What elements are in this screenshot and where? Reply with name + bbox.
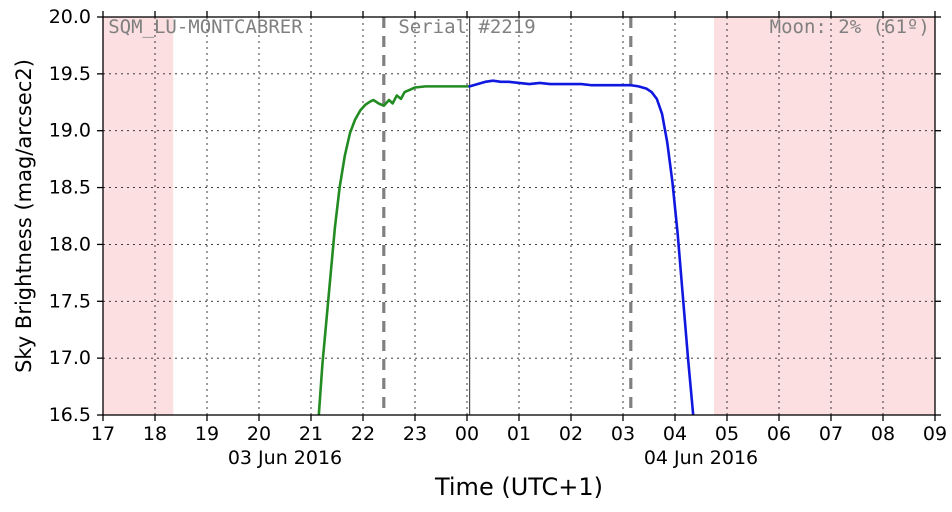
y-tick-label: 19.0 <box>49 120 91 142</box>
x-tick-label: 21 <box>299 423 323 445</box>
y-tick-label: 17.5 <box>49 290 91 312</box>
x-tick-label: 23 <box>403 423 427 445</box>
x-tick-label: 17 <box>91 423 115 445</box>
date-label-left: 03 Jun 2016 <box>228 447 342 469</box>
x-axis-label: Time (UTC+1) <box>434 473 603 501</box>
y-tick-label: 18.0 <box>49 233 91 255</box>
y-tick-label: 18.5 <box>49 177 91 199</box>
y-axis-label: Sky Brightness (mag/arcsec2) <box>12 59 36 373</box>
x-tick-label: 02 <box>559 423 583 445</box>
x-tick-label: 06 <box>767 423 791 445</box>
x-tick-label: 03 <box>611 423 635 445</box>
x-tick-label: 22 <box>351 423 375 445</box>
date-label-right: 04 Jun 2016 <box>644 447 758 469</box>
x-tick-label: 07 <box>819 423 843 445</box>
y-tick-label: 19.5 <box>49 63 91 85</box>
x-tick-label: 19 <box>195 423 219 445</box>
annot-serial: Serial #2219 <box>398 16 535 38</box>
x-tick-label: 00 <box>455 423 479 445</box>
x-tick-label: 01 <box>507 423 531 445</box>
x-tick-label: 09 <box>923 423 947 445</box>
y-tick-label: 20.0 <box>49 6 91 28</box>
sky-brightness-chart: 17 18 19 20 21 22 23 00 01 02 03 04 05 06 07 08 09 16.5 17… <box>0 0 952 512</box>
annot-station: SQM_LU-MONTCABRER <box>108 16 303 38</box>
x-tick-label: 05 <box>715 423 739 445</box>
chart-svg: 17 18 19 20 21 22 23 00 01 02 03 04 05 06 07 08 09 16.5 17… <box>0 0 952 512</box>
x-tick-label: 08 <box>871 423 895 445</box>
x-tick-label: 04 <box>663 423 687 445</box>
y-tick-label: 17.0 <box>49 347 91 369</box>
x-tick-label: 20 <box>247 423 271 445</box>
y-tick-label: 16.5 <box>49 404 91 426</box>
annot-moon: Moon: 2% (61º) <box>770 16 930 38</box>
x-tick-label: 18 <box>143 423 167 445</box>
